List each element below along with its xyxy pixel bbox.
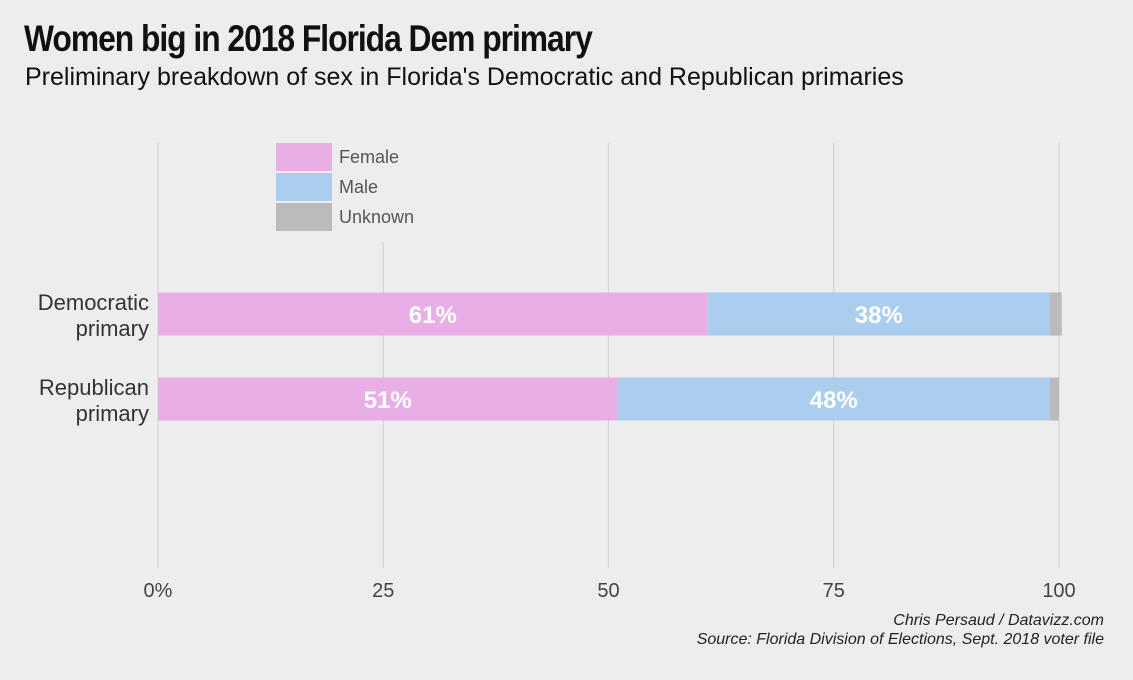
legend-label: Female [339,147,399,167]
x-tick-label: 0% [144,580,173,602]
x-axis-tick-labels: 0% 25 50 75 100 [144,580,1076,602]
data-label: 38% [855,302,903,329]
x-tick-label: 75 [823,580,845,602]
x-tick-label: 50 [597,580,619,602]
bar-segment-male [707,292,1050,336]
source-caption: Source: Florida Division of Elections, S… [696,631,1104,648]
data-label: 51% [364,387,412,414]
x-tick-label: 25 [372,580,394,602]
chart-title: Women big in 2018 Florida Dem primary [24,18,593,59]
category-label: primary [76,316,149,341]
bar-segment-female [158,292,708,336]
category-label: primary [76,401,149,426]
category-label: Republican [39,375,149,400]
credit-caption: Chris Persaud / Datavizz.com [893,612,1104,629]
legend-swatch [276,203,332,231]
x-tick-label: 100 [1042,580,1075,602]
legend-label: Unknown [339,207,414,227]
bar-segment-female [158,377,618,421]
data-label: 48% [810,387,858,414]
bars: 61% 38% 51% 48% [158,292,1062,421]
bar-segment-unknown [1049,377,1059,421]
legend-swatch [276,173,332,201]
bar-segment-unknown [1049,292,1062,336]
gridlines [157,143,1060,568]
chart-subtitle: Preliminary breakdown of sex in Florida'… [25,63,904,91]
legend-swatch [276,143,332,171]
data-label: 61% [409,302,457,329]
legend: Female Male Unknown [272,138,462,242]
category-label: Democratic [38,290,149,315]
legend-label: Male [339,177,378,197]
bar-segment-male [617,377,1050,421]
